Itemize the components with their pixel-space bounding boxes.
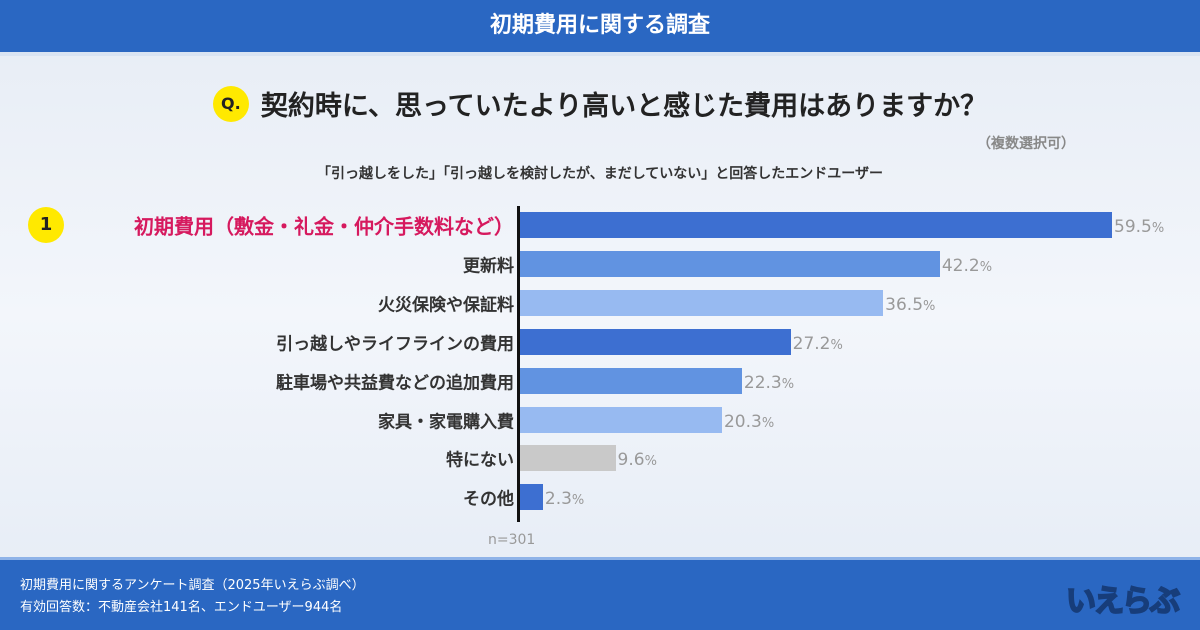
value-label: 42.2% bbox=[942, 256, 992, 276]
rank-badge: 1 bbox=[28, 207, 64, 243]
value-number: 22.3 bbox=[743, 372, 782, 393]
bar bbox=[520, 289, 884, 316]
value-unit: % bbox=[830, 337, 843, 353]
value-number: 36.5 bbox=[885, 294, 924, 315]
value-label: 27.2% bbox=[793, 334, 843, 354]
target-respondents: 「引っ越しをした」「引っ越しを検討したが、まだしていない」と回答したエンドユーザ… bbox=[316, 166, 884, 182]
question-badge: Q. bbox=[212, 85, 249, 122]
respondent-count: 有効回答数：不動産会社141名、エンドユーザー944名 bbox=[20, 600, 343, 615]
question-text: 契約時に、思っていたより高いと感じた費用はありますか？ bbox=[260, 91, 988, 122]
value-label: 36.5% bbox=[885, 295, 935, 315]
category-label: その他 bbox=[463, 489, 514, 510]
value-unit: % bbox=[761, 415, 775, 431]
value-number: 27.2 bbox=[792, 333, 831, 354]
header-title: 初期費用に関する調査 bbox=[0, 0, 1200, 56]
bar bbox=[520, 328, 791, 355]
value-number: 59.5 bbox=[1114, 217, 1152, 237]
value-unit: % bbox=[923, 298, 936, 314]
value-unit: % bbox=[571, 493, 585, 509]
category-label: 更新料 bbox=[463, 256, 514, 277]
category-label: 引っ越しやライフラインの費用 bbox=[276, 334, 514, 355]
bar bbox=[520, 406, 722, 433]
value-number: 9.6 bbox=[617, 450, 645, 471]
bar bbox=[520, 484, 543, 511]
value-unit: % bbox=[979, 259, 993, 275]
category-label: 初期費用（敷金・礼金・仲介手数料など） bbox=[134, 214, 514, 239]
bar bbox=[520, 250, 940, 277]
value-label: 22.3% bbox=[744, 373, 794, 393]
survey-title: 初期費用に関するアンケート調査（2025年いえらぶ調べ） bbox=[20, 578, 365, 593]
value-unit: % bbox=[644, 454, 657, 470]
bar bbox=[520, 445, 616, 472]
question-row: Q. 契約時に、思っていたより高いと感じた費用はありますか？ bbox=[0, 84, 1200, 123]
value-label: 9.6% bbox=[618, 450, 657, 470]
multiple-choice-note: （複数選択可） bbox=[977, 136, 1075, 152]
category-label: 特にない bbox=[446, 450, 514, 471]
sample-size: n=301 bbox=[488, 532, 536, 548]
value-number: 42.2 bbox=[941, 255, 980, 276]
value-label: 20.3% bbox=[724, 412, 774, 432]
value-unit: % bbox=[1151, 221, 1165, 236]
value-number: 20.3 bbox=[723, 411, 762, 432]
category-label: 家具・家電購入費 bbox=[378, 412, 514, 432]
category-label: 火災保険や保証料 bbox=[378, 295, 514, 316]
bar bbox=[520, 367, 742, 394]
value-unit: % bbox=[781, 376, 795, 392]
value-label: 2.3% bbox=[545, 489, 584, 509]
brand-logo: いえらぶ bbox=[1065, 583, 1181, 620]
y-axis-line bbox=[517, 206, 520, 522]
bar bbox=[520, 212, 1112, 238]
category-label: 駐車場や共益費などの追加費用 bbox=[276, 373, 514, 394]
footer: 初期費用に関するアンケート調査（2025年いえらぶ調べ） 有効回答数：不動産会社… bbox=[0, 557, 1200, 630]
value-number: 2.3 bbox=[544, 489, 572, 510]
value-label: 59.5% bbox=[1114, 217, 1164, 237]
